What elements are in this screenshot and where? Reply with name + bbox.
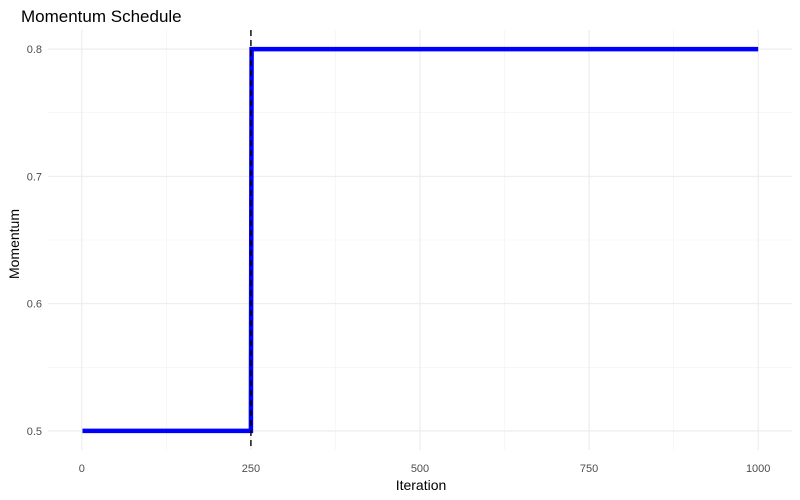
x-tick-label: 1000 xyxy=(746,463,770,475)
y-tick-label: 0.7 xyxy=(27,171,42,183)
axis-ticks: 0 250 500 750 1000 0.5 0.6 0.7 0.8 xyxy=(27,44,771,475)
chart-title: Momentum Schedule xyxy=(21,7,182,26)
grid xyxy=(48,30,792,450)
y-axis-title: Momentum xyxy=(6,209,22,279)
y-tick-label: 0.8 xyxy=(27,44,42,56)
x-tick-label: 750 xyxy=(580,463,598,475)
plot-area xyxy=(82,30,759,450)
y-tick-label: 0.5 xyxy=(27,426,42,438)
x-tick-label: 250 xyxy=(242,463,260,475)
x-tick-label: 0 xyxy=(79,463,85,475)
y-tick-label: 0.6 xyxy=(27,299,42,311)
x-axis-title: Iteration xyxy=(396,477,447,493)
x-tick-label: 500 xyxy=(411,463,429,475)
